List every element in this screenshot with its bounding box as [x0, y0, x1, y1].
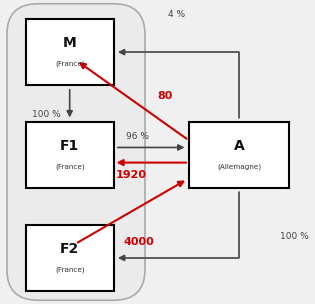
Text: (France): (France)	[55, 267, 84, 273]
Text: 100 %: 100 %	[32, 110, 61, 119]
Text: 80: 80	[158, 91, 173, 101]
Text: (Allemagne): (Allemagne)	[217, 164, 261, 170]
FancyBboxPatch shape	[26, 122, 114, 188]
Text: M: M	[63, 36, 77, 50]
Text: (France): (France)	[55, 164, 84, 170]
Text: F1: F1	[60, 139, 79, 153]
Text: 100 %: 100 %	[279, 232, 308, 241]
FancyBboxPatch shape	[26, 19, 114, 85]
FancyBboxPatch shape	[7, 4, 145, 300]
FancyBboxPatch shape	[189, 122, 289, 188]
Text: 96 %: 96 %	[126, 133, 149, 141]
Text: F2: F2	[60, 242, 79, 256]
Text: 4000: 4000	[123, 237, 154, 247]
FancyBboxPatch shape	[26, 225, 114, 291]
Text: A: A	[234, 139, 244, 153]
Text: 1920: 1920	[115, 170, 146, 180]
Text: (France): (France)	[55, 61, 84, 67]
Text: 4 %: 4 %	[168, 10, 185, 19]
